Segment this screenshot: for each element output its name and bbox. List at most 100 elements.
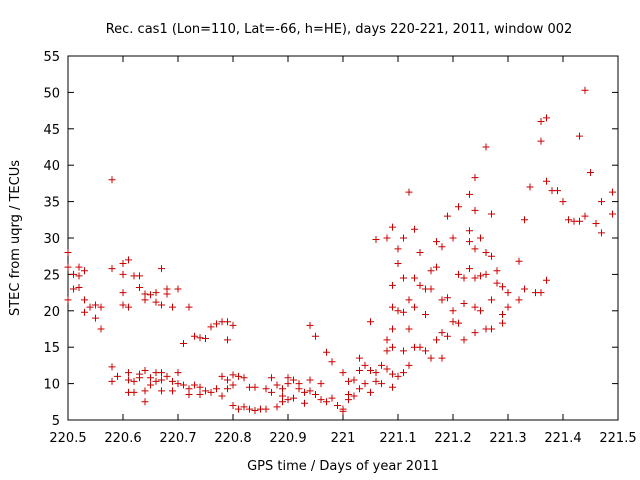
data-point (438, 243, 446, 251)
data-point (163, 372, 171, 380)
data-point (372, 377, 380, 385)
data-point (191, 381, 198, 389)
data-point (196, 383, 204, 391)
data-point (136, 272, 143, 280)
data-point (488, 325, 495, 333)
y-tick-label: 20 (43, 305, 60, 320)
data-point (158, 387, 165, 395)
data-point (262, 385, 270, 393)
data-point (218, 392, 226, 400)
data-point (394, 245, 402, 253)
data-point (394, 372, 402, 380)
data-point (147, 291, 154, 299)
data-point (405, 361, 413, 369)
data-point (537, 137, 545, 145)
data-point (75, 272, 83, 280)
data-point (416, 281, 424, 289)
data-point (389, 281, 396, 289)
y-tick-label: 10 (43, 378, 60, 393)
data-point (213, 385, 220, 393)
data-point (581, 212, 589, 220)
data-point (125, 376, 132, 384)
data-point (306, 376, 314, 384)
data-point (455, 270, 462, 278)
data-point (466, 227, 473, 235)
data-point (378, 361, 385, 369)
data-point (147, 374, 154, 382)
data-point (438, 296, 446, 304)
data-point (367, 388, 374, 396)
data-point (394, 259, 402, 267)
data-point (378, 380, 385, 388)
data-point (301, 388, 308, 396)
data-point (92, 314, 99, 322)
data-point (581, 86, 589, 94)
x-tick-label: 220.9 (269, 431, 306, 446)
data-point (466, 238, 473, 246)
x-axis-ticks: 220.5 220.6 220.7 220.8 220.9 221 221.1 221.2 22… (49, 56, 637, 446)
data-point (268, 374, 275, 382)
data-point (251, 383, 259, 391)
data-point (152, 289, 160, 297)
data-point (317, 380, 325, 388)
data-point (119, 270, 127, 278)
data-point (119, 259, 127, 267)
data-point (543, 177, 550, 185)
data-point (499, 319, 506, 327)
data-point (444, 294, 451, 302)
data-point (328, 358, 336, 366)
y-tick-label: 15 (43, 341, 60, 356)
data-point (482, 249, 490, 257)
data-point (114, 372, 121, 380)
x-tick-label: 220.5 (49, 431, 86, 446)
data-point (460, 274, 468, 282)
data-point (444, 332, 451, 340)
data-point (224, 336, 231, 344)
data-point (262, 405, 270, 413)
y-tick-label: 40 (43, 159, 60, 174)
data-point (493, 279, 501, 287)
data-point (191, 332, 198, 340)
data-point (185, 303, 193, 311)
data-point (422, 310, 429, 318)
data-point (64, 249, 72, 257)
data-point (158, 376, 165, 384)
data-point (323, 398, 330, 406)
data-point (515, 296, 523, 304)
x-tick-label: 221.4 (544, 431, 581, 446)
data-point (400, 347, 407, 355)
data-point (400, 274, 407, 282)
data-point (158, 369, 165, 377)
data-point (97, 325, 105, 333)
data-point (609, 210, 616, 218)
y-tick-label: 5 (52, 414, 60, 429)
chart-title: Rec. cas1 (Lon=110, Lat=-66, h=HE), days… (106, 22, 573, 37)
data-point (301, 399, 308, 407)
data-point (433, 263, 440, 271)
x-tick-label: 221.2 (434, 431, 471, 446)
data-point (471, 303, 479, 311)
data-point (284, 396, 292, 404)
data-point (372, 235, 380, 243)
data-point (477, 234, 484, 242)
y-tick-label: 30 (43, 232, 60, 247)
data-point (389, 343, 396, 351)
data-point (389, 383, 396, 391)
data-point (433, 238, 440, 246)
data-point (141, 296, 149, 304)
y-tick-label: 50 (43, 86, 60, 101)
y-tick-label: 55 (43, 50, 60, 65)
data-point (471, 174, 479, 182)
data-point (235, 372, 242, 380)
data-point (224, 318, 231, 326)
data-point (196, 391, 204, 399)
data-point (284, 380, 292, 388)
data-point (482, 143, 490, 151)
data-point (471, 245, 479, 253)
data-point (196, 334, 204, 342)
x-tick-label: 221.3 (489, 431, 526, 446)
data-point (537, 289, 545, 297)
data-point (180, 340, 187, 348)
data-point (455, 203, 462, 211)
